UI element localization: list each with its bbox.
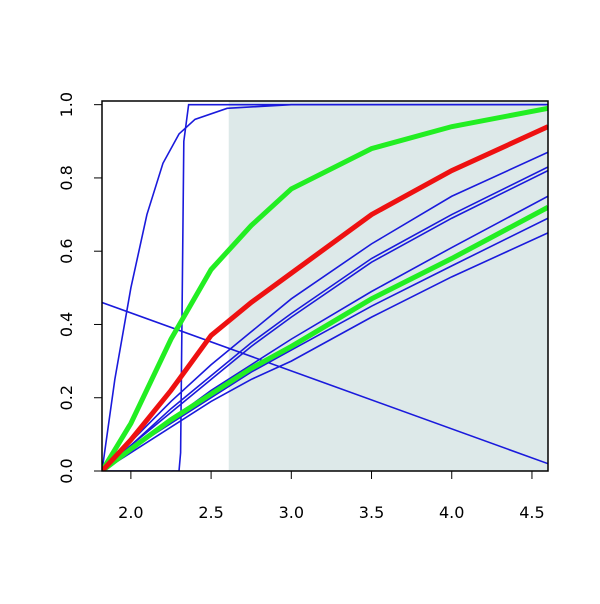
y-tick-label: 0.6	[57, 238, 76, 263]
x-tick-label: 3.5	[359, 503, 384, 522]
y-tick-label: 1.0	[57, 92, 76, 117]
series-line	[102, 232, 548, 471]
x-tick-label: 2.5	[198, 503, 223, 522]
series-line	[102, 124, 548, 471]
x-tick-label: 2.0	[118, 503, 143, 522]
shaded-region	[228, 101, 548, 471]
series-line	[102, 103, 548, 471]
x-tick-label: 4.5	[519, 503, 544, 522]
series-line	[102, 205, 548, 471]
plot-frame	[101, 100, 549, 472]
series-line	[102, 166, 548, 471]
y-tick-label: 0.0	[57, 458, 76, 483]
series-line	[102, 105, 548, 471]
series-line	[102, 151, 548, 471]
x-tick-label: 3.0	[279, 503, 304, 522]
series-line	[102, 103, 548, 471]
y-tick-label: 0.8	[57, 165, 76, 190]
y-tick-label: 0.2	[57, 385, 76, 410]
x-tick-label: 4.0	[439, 503, 464, 522]
y-tick-label: 0.4	[57, 312, 76, 337]
series-line	[102, 169, 548, 471]
